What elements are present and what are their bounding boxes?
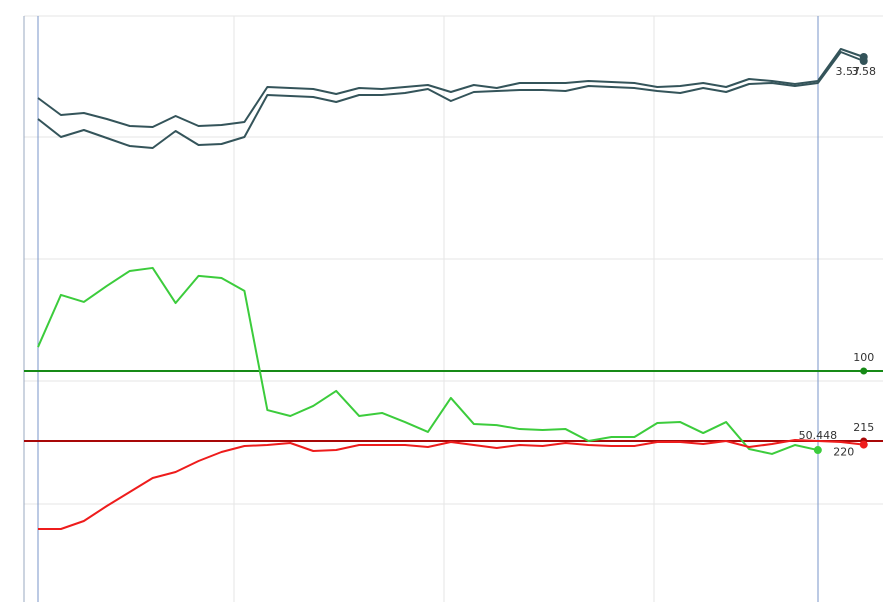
series-line bbox=[37, 48, 865, 128]
value-label: 220 bbox=[833, 446, 854, 459]
series-line bbox=[37, 51, 865, 149]
value-label: 3.58 bbox=[851, 65, 876, 78]
reference-label: 215 bbox=[853, 421, 874, 434]
value-label: 3.57 bbox=[835, 65, 860, 78]
value-label: 50.448 bbox=[799, 429, 838, 442]
end-dot bbox=[813, 446, 822, 455]
end-dot bbox=[859, 57, 868, 65]
reference-dot bbox=[860, 367, 868, 375]
end-dot bbox=[859, 440, 868, 449]
grid bbox=[23, 15, 883, 602]
reference-label: 100 bbox=[853, 351, 874, 364]
series-line bbox=[37, 266, 819, 455]
series-line bbox=[37, 439, 864, 530]
